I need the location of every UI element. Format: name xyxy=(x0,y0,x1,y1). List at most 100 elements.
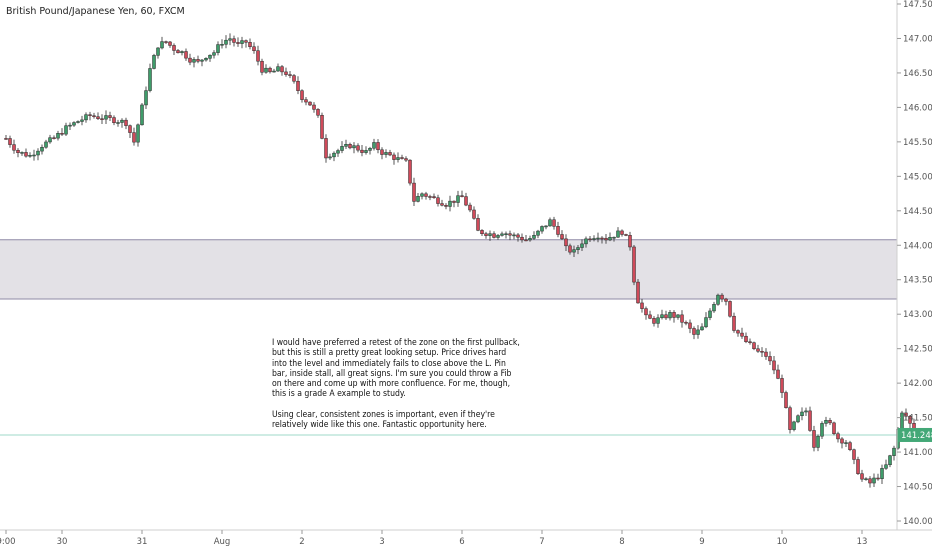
candle-up xyxy=(576,247,580,250)
candle-down xyxy=(524,239,528,242)
candle-up xyxy=(616,230,620,238)
candle-down xyxy=(248,42,252,47)
candle-up xyxy=(344,144,348,147)
price-axis-label: 143.000 xyxy=(903,310,932,320)
price-axis-label: 144.500 xyxy=(903,207,932,217)
candle-down xyxy=(316,109,320,116)
chart-title: British Pound/Japanese Yen, 60, FXCM xyxy=(6,6,185,17)
candle-down xyxy=(128,125,132,133)
candle-down xyxy=(840,438,844,444)
candle-down xyxy=(808,410,812,431)
candle-up xyxy=(700,326,704,331)
candle-up xyxy=(352,145,356,149)
candle-up xyxy=(28,155,32,157)
candle-up xyxy=(712,304,716,312)
time-axis-label: Aug xyxy=(214,537,231,547)
time-axis-label: 31 xyxy=(137,537,148,547)
candle-down xyxy=(260,60,264,73)
candle-down xyxy=(108,115,112,118)
candle-up xyxy=(64,125,68,135)
candle-down xyxy=(132,132,136,143)
candle-up xyxy=(336,150,340,154)
price-axis-label: 142.500 xyxy=(903,345,932,355)
candle-up xyxy=(156,47,160,56)
candle-down xyxy=(388,152,392,156)
candle-up xyxy=(148,68,152,91)
price-axis-label: 140.000 xyxy=(903,517,932,527)
candle-up xyxy=(608,237,612,241)
candle-down xyxy=(672,312,676,318)
candle-down xyxy=(308,101,312,106)
candle-up xyxy=(208,54,212,59)
candle-down xyxy=(312,104,316,110)
candle-up xyxy=(884,464,888,469)
candle-down xyxy=(552,219,556,227)
candle-down xyxy=(836,433,840,440)
candle-up xyxy=(276,66,280,72)
candle-down xyxy=(436,197,440,204)
candle-up xyxy=(496,235,500,238)
candle-down xyxy=(88,114,92,116)
candle-down xyxy=(188,57,192,63)
candle-down xyxy=(232,38,236,43)
annotation-paragraph-1: I would have preferred a retest of the z… xyxy=(272,338,520,400)
candle-down xyxy=(112,117,116,124)
candle-up xyxy=(528,238,532,241)
candle-down xyxy=(12,144,16,151)
candle-up xyxy=(796,415,800,423)
candle-down xyxy=(52,137,56,139)
candle-down xyxy=(828,420,832,424)
candle-up xyxy=(872,477,876,484)
candle-up xyxy=(180,51,184,54)
candle-down xyxy=(620,230,624,235)
candle-up xyxy=(716,294,720,305)
price-axis-label: 145.500 xyxy=(903,138,932,148)
candle-down xyxy=(4,138,8,140)
price-axis-label: 141.500 xyxy=(903,414,932,424)
candle-up xyxy=(844,442,848,444)
candle-up xyxy=(40,146,44,152)
candle-up xyxy=(864,478,868,481)
candle-down xyxy=(184,51,188,59)
candle-down xyxy=(292,75,296,82)
candle-up xyxy=(264,67,268,73)
candle-up xyxy=(220,44,224,46)
candle-down xyxy=(812,430,816,448)
candle-up xyxy=(488,233,492,236)
candle-up xyxy=(544,225,548,228)
candle-down xyxy=(564,238,568,247)
candle-down xyxy=(428,196,432,198)
candle-down xyxy=(856,459,860,474)
candle-down xyxy=(624,234,628,236)
price-axis-label: 142.000 xyxy=(903,379,932,389)
candle-up xyxy=(416,196,420,202)
price-axis-label: 145.000 xyxy=(903,172,932,182)
candle-down xyxy=(632,246,636,283)
last-price-badge xyxy=(898,427,932,442)
candle-up xyxy=(216,44,220,53)
candle-up xyxy=(824,420,828,424)
candle-down xyxy=(408,159,412,184)
candle-up xyxy=(116,122,120,124)
candle-down xyxy=(8,138,12,145)
candle-up xyxy=(532,235,536,239)
candle-down xyxy=(772,360,776,371)
candle-up xyxy=(580,243,584,248)
candle-down xyxy=(96,116,100,119)
candle-down xyxy=(868,478,872,484)
candle-down xyxy=(16,149,20,154)
candle-up xyxy=(536,230,540,236)
candle-down xyxy=(724,298,728,302)
candle-up xyxy=(80,119,84,122)
candle-up xyxy=(596,237,600,240)
candle-up xyxy=(224,39,228,45)
candle-down xyxy=(860,473,864,480)
chart-annotation: I would have preferred a retest of the z… xyxy=(272,338,522,440)
candle-down xyxy=(628,235,632,248)
candle-down xyxy=(480,230,484,234)
candle-up xyxy=(892,447,896,456)
candle-up xyxy=(44,141,48,148)
candle-up xyxy=(368,147,372,151)
candle-down xyxy=(588,238,592,241)
